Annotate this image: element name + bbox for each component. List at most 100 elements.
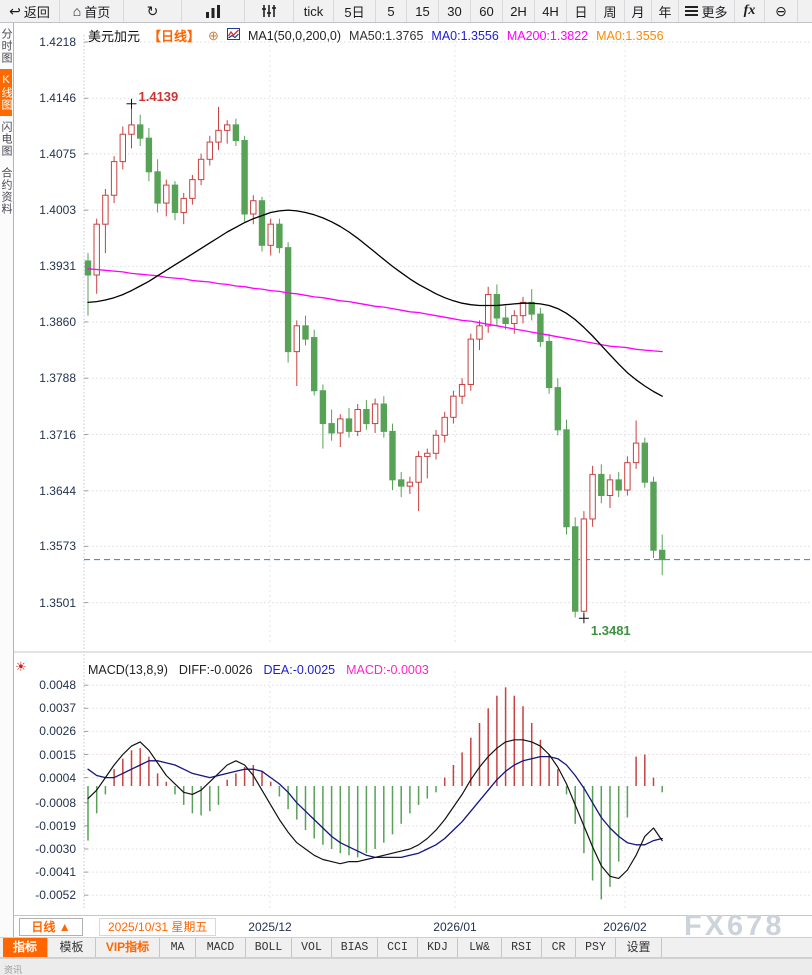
- macd-settings-sun-icon[interactable]: ☀: [15, 659, 27, 674]
- tab-RSI[interactable]: RSI: [502, 938, 542, 957]
- price-axis-label: 1.4075: [39, 146, 76, 161]
- toolbar-min15-button[interactable]: 15: [407, 0, 439, 22]
- toolbar-day-label: 日: [574, 4, 588, 20]
- tab-指标[interactable]: 指标: [3, 938, 48, 957]
- chart-type-sidebar: 分时图 K线图闪电图合约资料: [0, 23, 14, 958]
- indicator-tabbar: 指标 模板 VIP指标 MA MACD BOLL VOL BIAS CCI KDJ LW& RSI CR…: [0, 937, 812, 958]
- tab-MA[interactable]: MA: [160, 938, 196, 957]
- toolbar-hour2-button[interactable]: 2H: [503, 0, 535, 22]
- symbol-name: 美元加元: [88, 29, 141, 44]
- low-price-annotation: 1.3481: [590, 623, 631, 639]
- toolbar-year-label: 年: [658, 4, 672, 20]
- toolbar-tick-button[interactable]: tick: [294, 0, 334, 22]
- mini-chart-icon: [226, 28, 240, 43]
- tab-CR[interactable]: CR: [542, 938, 576, 957]
- price-axis-label: 1.4218: [39, 35, 76, 49]
- macd-axis-label: -0.0008: [35, 795, 76, 810]
- toolbar-min5-button[interactable]: 5: [376, 0, 407, 22]
- ma50-value: MA50:1.3765: [349, 28, 424, 43]
- zoom-out-icon: ⊖: [775, 3, 787, 19]
- toolbar-day-button[interactable]: 日: [567, 0, 596, 22]
- macd-axis-label: -0.0030: [35, 842, 76, 856]
- tab-BIAS[interactable]: BIAS: [332, 938, 378, 957]
- tab-LW&[interactable]: LW&: [458, 938, 502, 957]
- toolbar-refresh-button[interactable]: ↻: [124, 0, 182, 22]
- xaxis-month-label: 2026/01: [433, 920, 477, 934]
- price-axis-label: 1.4146: [39, 91, 76, 106]
- toolbar-hour2-label: 2H: [510, 3, 527, 19]
- toolbar-chart-type-button[interactable]: [182, 0, 245, 22]
- tab-PSY[interactable]: PSY: [576, 938, 616, 957]
- toolbar-5day-label: 5日: [344, 4, 365, 20]
- sidebar-item-分时图[interactable]: 分时图: [0, 28, 12, 64]
- home-icon: ⌂: [72, 3, 82, 19]
- toolbar-week-button[interactable]: 周: [596, 0, 625, 22]
- toolbar-5day-button[interactable]: 5日: [334, 0, 376, 22]
- toolbar-formula-button[interactable]: fx: [735, 0, 765, 22]
- toolbar-back-button[interactable]: ↩ 返回: [0, 0, 60, 22]
- price-axis-label: 1.3860: [39, 314, 76, 329]
- macd-macd-value: MACD:-0.0003: [346, 663, 429, 677]
- tab-设置[interactable]: 设置: [616, 938, 662, 957]
- price-axis-label: 1.3788: [39, 371, 76, 386]
- toolbar-indicator-panel-button[interactable]: [245, 0, 294, 22]
- toolbar-tick-label: tick: [303, 3, 324, 19]
- toolbar-hour4-button[interactable]: 4H: [535, 0, 567, 22]
- menu-icon: [685, 6, 699, 16]
- plus-circle-icon[interactable]: ⊕: [208, 27, 219, 43]
- toolbar-month-button[interactable]: 月: [625, 0, 652, 22]
- toolbar-min5-label: 5: [387, 3, 395, 19]
- toolbar-min30-button[interactable]: 30: [439, 0, 471, 22]
- tab-MACD[interactable]: MACD: [196, 938, 246, 957]
- price-axis-label: 1.3716: [39, 427, 76, 442]
- macd-axis-label: 0.0037: [39, 701, 76, 716]
- tab-VOL[interactable]: VOL: [292, 938, 332, 957]
- toolbar-back-label: 返回: [23, 4, 50, 20]
- macd-axis-label: 0.0015: [39, 747, 76, 762]
- sliders-icon: [261, 4, 277, 18]
- macd-axis-label: 0.0048: [39, 678, 76, 693]
- toolbar-formula-label: fx: [743, 3, 756, 18]
- macd-panel-header: MACD(13,8,9) DIFF:-0.0026 DEA:-0.0025 MA…: [88, 663, 429, 677]
- toolbar-year-button[interactable]: 年: [652, 0, 679, 22]
- chart-bars-icon: [205, 4, 222, 18]
- tab-KDJ[interactable]: KDJ: [418, 938, 458, 957]
- high-price-annotation: 1.4139: [138, 88, 179, 104]
- sidebar-item-合约资料[interactable]: 合约资料: [0, 167, 12, 215]
- period-selector-arrow-icon: ▲: [58, 920, 71, 934]
- toolbar-min15-label: 15: [415, 3, 430, 19]
- chart-region: 美元加元 【日线】 ⊕ MA1(50,0,200,0) MA50:1.3765 …: [14, 23, 812, 937]
- macd-axis-label: 0.0026: [39, 724, 76, 739]
- ma200-value: MA200:1.3822: [506, 28, 589, 43]
- refresh-icon: ↻: [146, 3, 159, 19]
- xaxis-row: 日线 ▲ 2025/10/31 星期五 2025/12 2026/01 2026/0…: [14, 915, 812, 937]
- toolbar-min60-label: 60: [479, 3, 494, 19]
- tab-模板[interactable]: 模板: [48, 938, 96, 957]
- period-selector-box[interactable]: 日线 ▲: [19, 918, 83, 936]
- sidebar-item-闪电图[interactable]: 闪电图: [0, 121, 12, 157]
- price-panel-header: 美元加元 【日线】 ⊕ MA1(50,0,200,0) MA50:1.3765 …: [88, 26, 664, 45]
- period-label: 【日线】: [148, 29, 201, 44]
- toolbar-zoom-out-button[interactable]: ⊖: [765, 0, 798, 22]
- macd-axis-label: -0.0019: [35, 818, 76, 833]
- macd-axis-label: -0.0041: [35, 865, 76, 880]
- tab-VIP指标[interactable]: VIP指标: [96, 938, 160, 957]
- price-axis-label: 1.3573: [39, 539, 76, 554]
- tab-BOLL[interactable]: BOLL: [246, 938, 292, 957]
- footer-strip: 资讯: [0, 958, 812, 975]
- top-toolbar: ↩ 返回 ⌂ 首页 ↻ tick 5日 5 15 30 60 2H 4H 日周月年更多 fx ⊖: [0, 0, 812, 23]
- macd-title: MACD(13,8,9): [88, 663, 168, 677]
- toolbar-home-label: 首页: [84, 4, 111, 20]
- toolbar-more-button[interactable]: 更多: [679, 0, 735, 22]
- price-axis-label: 1.3644: [39, 483, 76, 498]
- toolbar-home-button[interactable]: ⌂ 首页: [60, 0, 124, 22]
- toolbar-min30-label: 30: [447, 3, 462, 19]
- sidebar-item-K线图[interactable]: K线图: [0, 69, 12, 116]
- chart-canvas[interactable]: [14, 23, 812, 937]
- tab-CCI[interactable]: CCI: [378, 938, 418, 957]
- toolbar-min60-button[interactable]: 60: [471, 0, 503, 22]
- xaxis-month-label: 2025/12: [248, 920, 292, 934]
- price-axis-label: 1.3931: [39, 259, 76, 274]
- ma0-blue-value: MA0:1.3556: [431, 28, 499, 43]
